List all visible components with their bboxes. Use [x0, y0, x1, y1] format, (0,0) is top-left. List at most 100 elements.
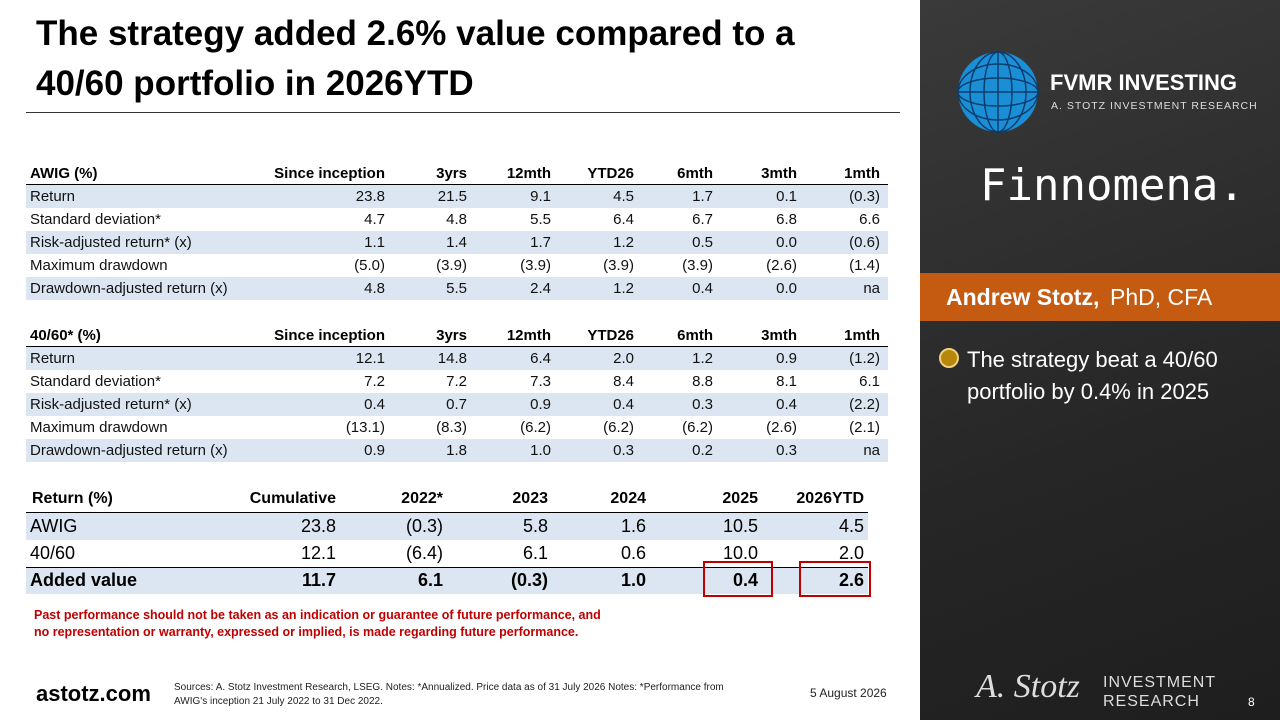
table-cell: Maximum drawdown [30, 419, 168, 436]
table-cell: (3.9) [520, 257, 551, 274]
table-cell: (3.9) [682, 257, 713, 274]
table-cell: (6.2) [520, 419, 551, 436]
table-cell: Added value [30, 570, 138, 590]
header-rule [26, 346, 888, 347]
column-header: 3mth [761, 165, 797, 182]
site: astotz.com [36, 681, 151, 706]
table-cell: (1.2) [849, 350, 880, 367]
column-header: Since inception [274, 165, 385, 182]
table-cell: 1.1 [364, 234, 385, 251]
table-cell: 0.2 [692, 442, 713, 459]
row-band [26, 185, 888, 208]
table-cell: AWIG [30, 516, 78, 536]
column-header: 6mth [677, 327, 713, 344]
row-band [26, 567, 868, 594]
column-header: 3yrs [436, 165, 467, 182]
column-header: YTD26 [587, 165, 634, 182]
table-cell: 40/60 [30, 543, 76, 563]
highlight-box [799, 561, 871, 597]
table-cell: 7.2 [446, 373, 467, 390]
table-cell: (2.1) [849, 419, 880, 436]
table-cell: 12.1 [300, 543, 336, 563]
table-cell: 2.4 [530, 280, 551, 297]
table-cell: (2.2) [849, 396, 880, 413]
row-band [26, 513, 868, 540]
table-cell: (3.9) [603, 257, 634, 274]
table-cell: 1.0 [620, 570, 646, 590]
brand-sub: A. STOTZ INVESTMENT RESEARCH [1051, 100, 1258, 112]
column-header: 12mth [506, 327, 551, 344]
table-cell: 0.3 [776, 442, 797, 459]
table-cell: (6.4) [405, 543, 443, 563]
table-cell: 6.6 [859, 211, 880, 228]
table-cell: 1.6 [620, 516, 646, 536]
signature: A. Stotz [976, 668, 1080, 705]
table-cell: 0.4 [613, 396, 634, 413]
table-cell: (2.6) [766, 419, 797, 436]
column-header: Since inception [274, 327, 385, 344]
column-header: 2024 [610, 490, 646, 507]
table-cell: (3.9) [436, 257, 467, 274]
table-cell: 0.4 [692, 280, 713, 297]
header-rule [26, 512, 868, 513]
table-cell: 4.8 [446, 211, 467, 228]
logo-text: RESEARCH [1103, 693, 1200, 710]
table-cell: 4.5 [613, 188, 634, 205]
table-cell: 5.5 [446, 280, 467, 297]
date: 5 August 2026 [810, 686, 887, 700]
brand: FVMR INVESTING [1050, 70, 1238, 95]
row-band [26, 231, 888, 254]
table-cell: 5.5 [530, 211, 551, 228]
table-cell: 21.5 [437, 188, 467, 205]
table-cell: 4.8 [364, 280, 385, 297]
sources: AWIG's inception 21 July 2022 to 31 Dec … [174, 696, 383, 707]
table-cell: (8.3) [436, 419, 467, 436]
table-cell: 0.4 [364, 396, 385, 413]
row-band [26, 393, 888, 416]
column-header: 1mth [844, 165, 880, 182]
column-header: 6mth [677, 165, 713, 182]
table-cell: Standard deviation* [30, 373, 161, 390]
table-cell: (5.0) [354, 257, 385, 274]
table-cell: Risk-adjusted return* (x) [30, 396, 192, 413]
title-line: The strategy added 2.6% value compared t… [36, 14, 795, 53]
table-cell: Drawdown-adjusted return (x) [30, 280, 228, 297]
row-band [26, 277, 888, 300]
row-band [26, 439, 888, 462]
table-cell: 1.8 [446, 442, 467, 459]
table-cell: 6.8 [776, 211, 797, 228]
table-cell: (0.6) [849, 234, 880, 251]
table-cell: 0.4 [776, 396, 797, 413]
table-cell: 2.6 [838, 570, 864, 590]
presenter-name: Andrew Stotz, [946, 284, 1100, 310]
table-cell: Standard deviation* [30, 211, 161, 228]
table-cell: (13.1) [345, 419, 385, 436]
table-cell: 6.1 [859, 373, 880, 390]
column-header: YTD26 [587, 327, 634, 344]
table-cell: 0.9 [776, 350, 797, 367]
table-cell: 6.4 [613, 211, 634, 228]
table-cell: 6.1 [417, 570, 443, 590]
table-cell: 8.8 [692, 373, 713, 390]
table-cell: 8.4 [613, 373, 634, 390]
table-cell: 0.6 [620, 543, 646, 563]
table-cell: 1.0 [530, 442, 551, 459]
table-cell: 1.7 [692, 188, 713, 205]
page-number: 8 [1248, 695, 1255, 709]
sources: Sources: A. Stotz Investment Research, L… [174, 682, 724, 693]
disclaimer: Past performance should not be taken as … [34, 608, 601, 622]
table-cell: (2.6) [766, 257, 797, 274]
table-cell: Maximum drawdown [30, 257, 168, 274]
row-band [26, 347, 888, 370]
presenter-bar [920, 273, 1280, 321]
table-cell: (1.4) [849, 257, 880, 274]
table-cell: 0.9 [364, 442, 385, 459]
table-cell: 11.7 [301, 570, 336, 590]
table-cell: 12.1 [355, 350, 385, 367]
table-cell: 23.8 [300, 516, 336, 536]
table-cell: 0.9 [530, 396, 551, 413]
table-cell: 8.1 [776, 373, 797, 390]
table-cell: (0.3) [405, 516, 443, 536]
table-cell: 0.5 [692, 234, 713, 251]
